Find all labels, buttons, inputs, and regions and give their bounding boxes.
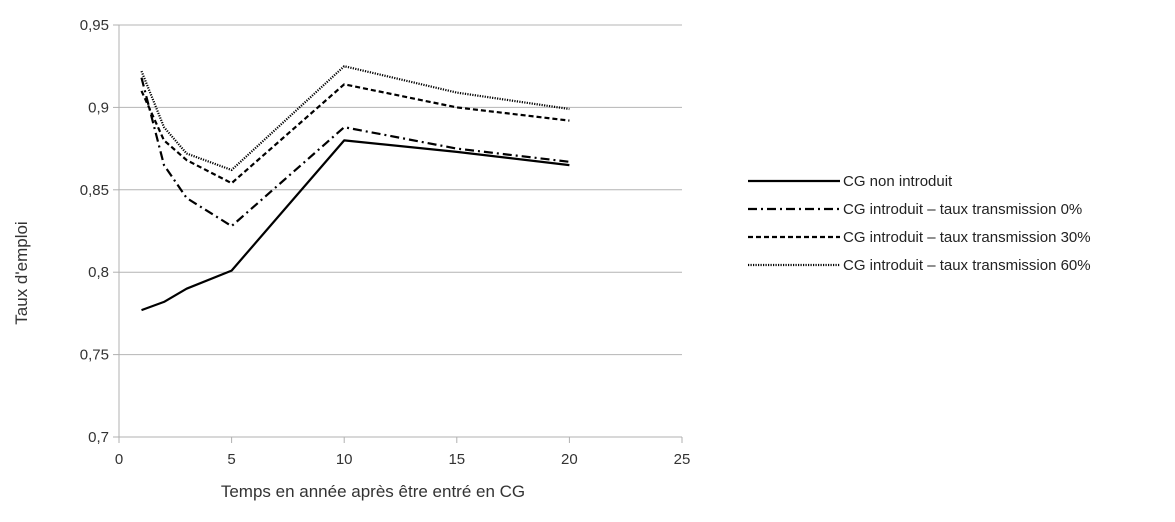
y-tick-label: 0,85 [80,182,109,199]
x-tick-label: 0 [115,451,123,468]
legend-label-4: CG introduit – taux transmission 60% [843,257,1091,274]
x-tick-label: 20 [561,451,578,468]
x-tick-label: 25 [674,451,691,468]
legend-label-1: CG non introduit [843,173,953,190]
legend-label-2: CG introduit – taux transmission 0% [843,201,1082,218]
y-tick-label: 0,75 [80,347,109,364]
y-tick-label: 0,7 [88,429,109,446]
y-tick-label: 0,95 [80,17,109,34]
tick-labels: 0,7 0,75 0,8 0,85 0,9 0,95 0 5 10 15 20 25 [80,17,691,468]
y-tick-label: 0,9 [88,99,109,116]
legend-label-3: CG introduit – taux transmission 30% [843,229,1091,246]
grid [119,24,682,356]
series-line-2 [140,77,570,228]
x-tick-label: 10 [336,451,353,468]
y-axis-title: Taux d'emploi [12,221,31,324]
x-tick-label: 5 [227,451,235,468]
x-axis-title: Temps en année après être entré en CG [221,482,525,501]
axes [113,25,682,438]
y-tick-label: 0,8 [88,264,109,281]
legend: CG non introduit CG introduit – taux tran… [748,173,1091,274]
series [140,65,570,312]
x-tick-label: 15 [448,451,465,468]
series-line-1 [141,139,570,312]
series-line-4 [140,65,570,172]
